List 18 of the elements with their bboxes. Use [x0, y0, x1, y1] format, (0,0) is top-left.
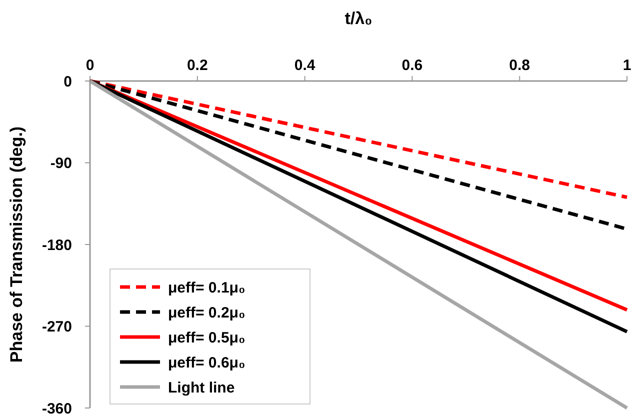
- y-tick-label: -90: [50, 155, 72, 172]
- x-tick-label: 0.2: [186, 57, 208, 74]
- y-axis-title: Phase of Transmission (deg.): [7, 126, 26, 363]
- legend-label: μeff= 0.1μ₀: [168, 279, 246, 296]
- y-tick-label: -270: [42, 318, 72, 336]
- x-tick-label: 0: [86, 57, 94, 74]
- x-tick-label: 1: [622, 57, 632, 74]
- y-tick-label: 0: [64, 73, 72, 90]
- y-tick-label: -360: [42, 400, 72, 416]
- x-tick-label: 0.8: [509, 57, 530, 74]
- x-axis-title: t/λ₀: [344, 9, 372, 28]
- legend-label: μeff= 0.6μ₀: [168, 354, 246, 372]
- legend-label: μeff= 0.2μ₀: [168, 304, 246, 322]
- x-tick-label: 0.4: [294, 57, 316, 74]
- legend-label: μeff= 0.5μ₀: [168, 329, 246, 346]
- y-tick-label: -180: [42, 236, 72, 254]
- legend-label: Light line: [168, 379, 235, 396]
- x-tick-label: 0.6: [402, 57, 423, 74]
